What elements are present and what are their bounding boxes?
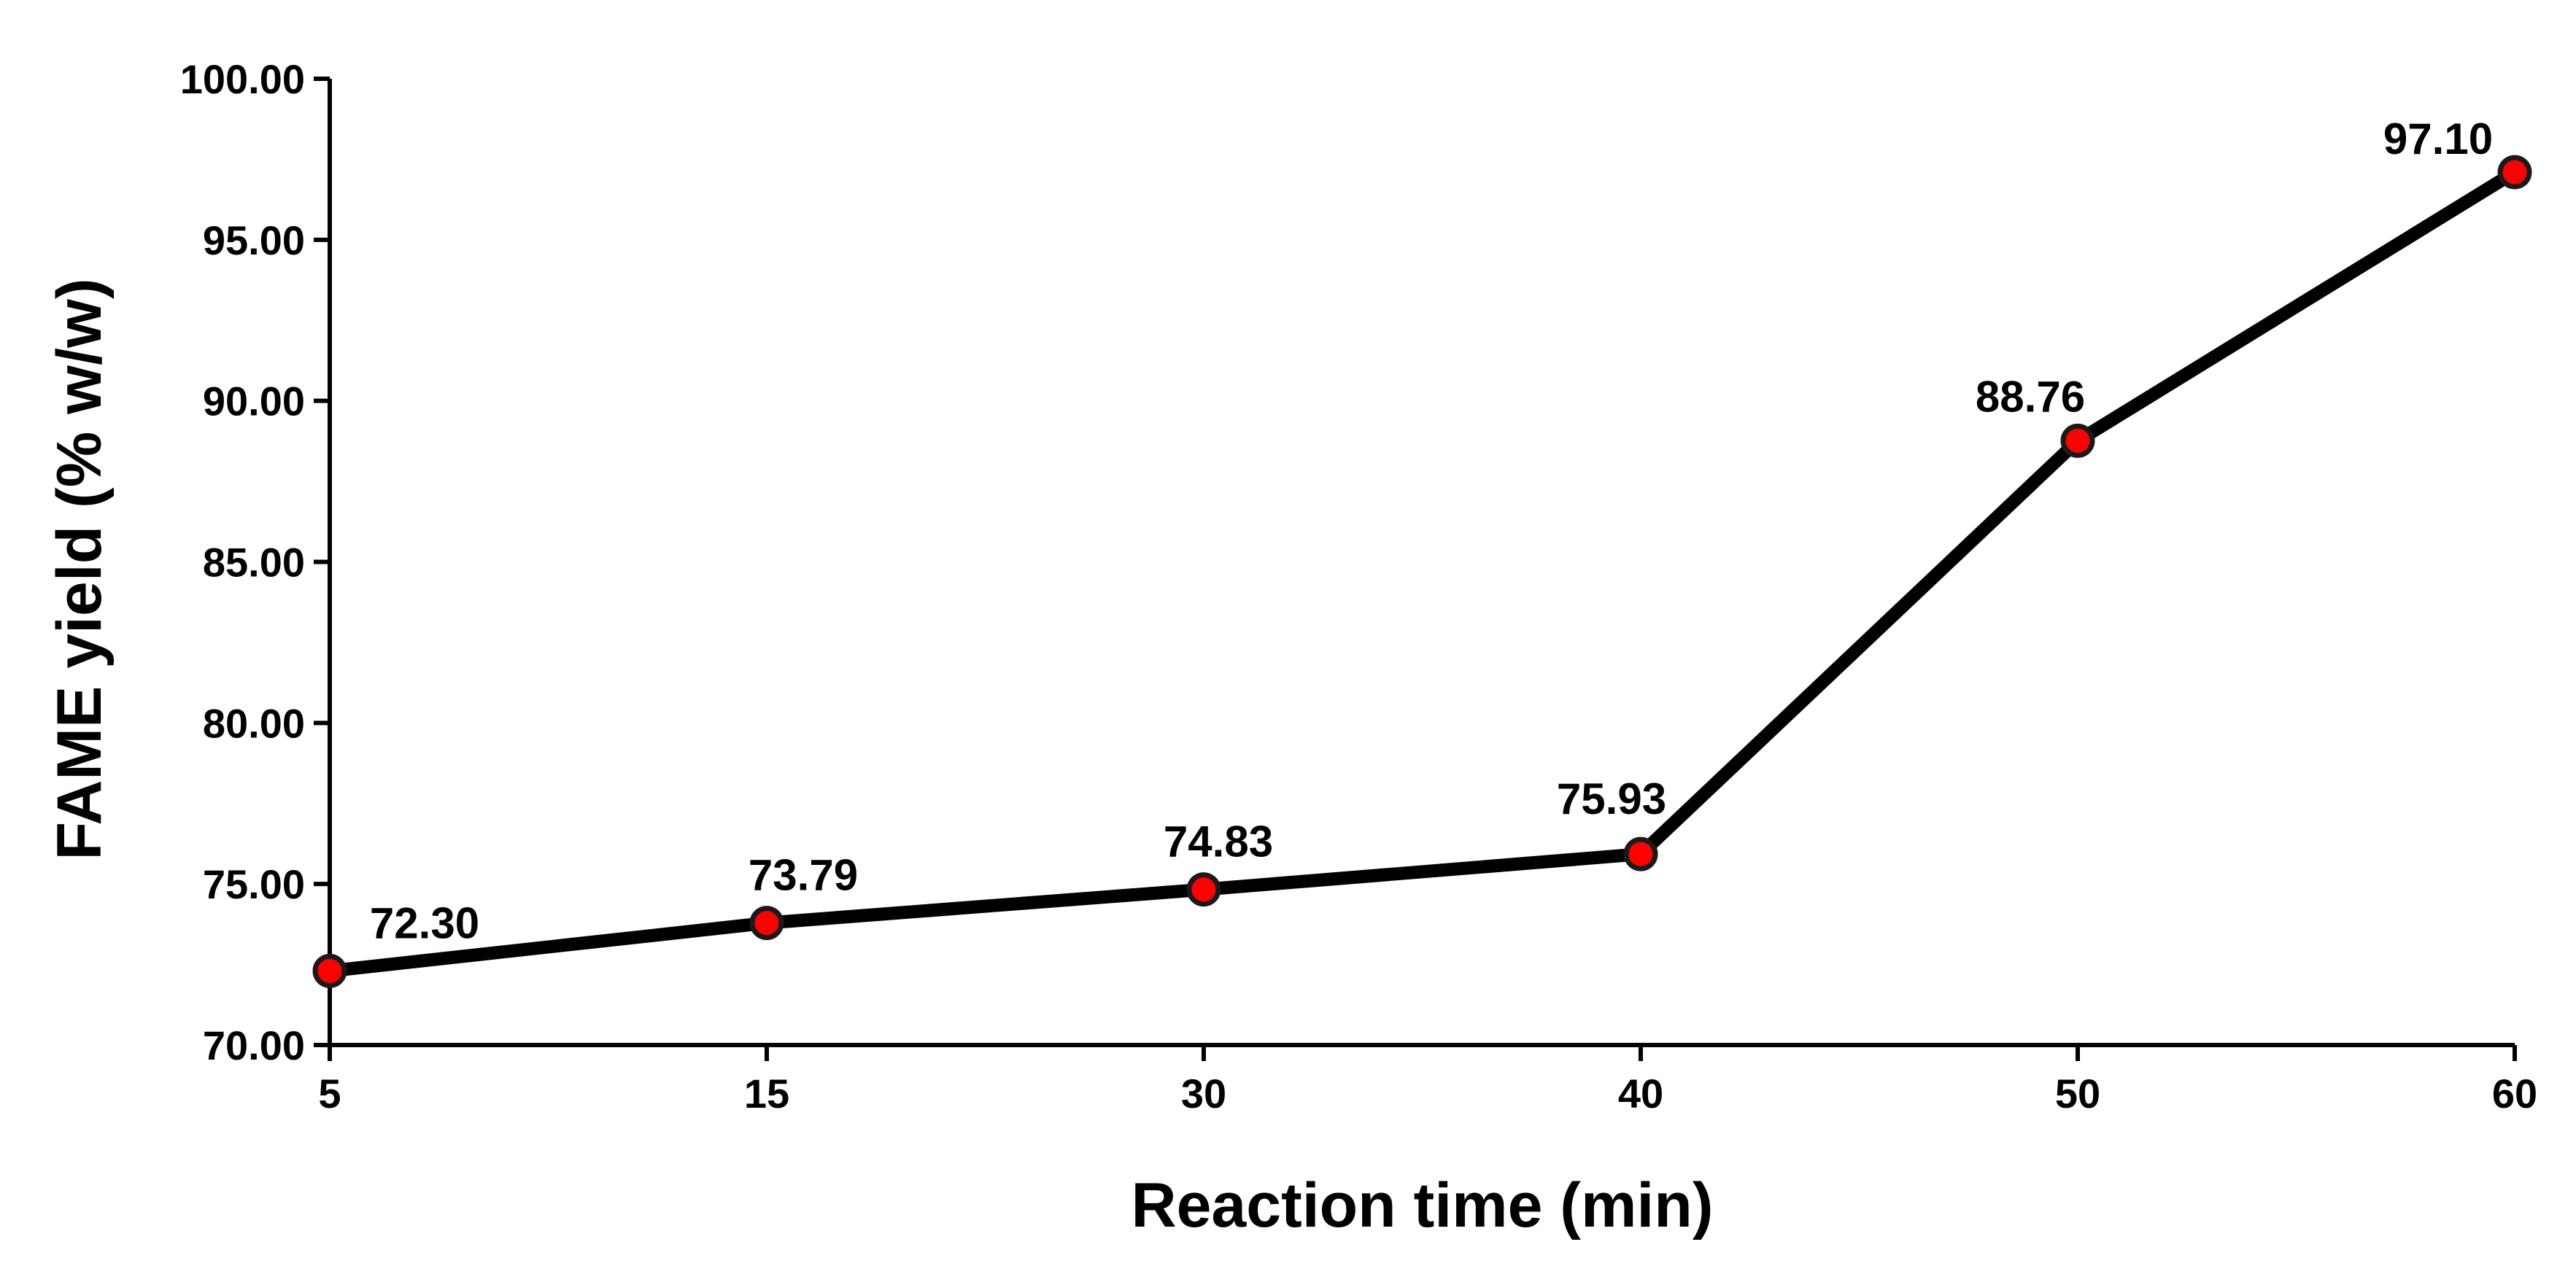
data-point xyxy=(1623,836,1658,871)
data-point xyxy=(2060,423,2095,458)
data-labels: 72.30 73.79 74.83 75.93 88.76 97.10 xyxy=(370,114,2493,947)
y-tick-label: 80.00 xyxy=(203,700,305,746)
x-tick-label: 60 xyxy=(2492,1071,2537,1117)
data-point xyxy=(749,906,784,941)
data-label: 74.83 xyxy=(1164,818,1273,866)
y-tick-label: 70.00 xyxy=(203,1022,305,1068)
y-tick-label: 95.00 xyxy=(203,217,305,263)
x-tick-label: 50 xyxy=(2055,1071,2100,1117)
series-line xyxy=(323,166,2521,978)
y-ticks: 70.00 75.00 80.00 85.00 90.00 95.00 100.00 xyxy=(180,56,330,1068)
x-tick-label: 40 xyxy=(1618,1071,1663,1117)
x-tick-label: 5 xyxy=(318,1071,341,1117)
data-point xyxy=(312,953,347,988)
y-tick-label: 75.00 xyxy=(203,861,305,907)
y-tick-label: 100.00 xyxy=(180,56,305,102)
x-axis-title: Reaction time (min) xyxy=(1132,1170,1714,1240)
x-ticks: 5 15 30 40 50 60 xyxy=(318,1045,2537,1117)
axes-layer xyxy=(328,79,2515,1047)
series-layer xyxy=(312,155,2532,988)
data-point xyxy=(1186,872,1221,907)
y-tick-label: 85.00 xyxy=(203,540,305,586)
data-label: 97.10 xyxy=(2383,114,2493,163)
data-label: 75.93 xyxy=(1557,774,1666,823)
data-label: 73.79 xyxy=(749,851,858,900)
data-point xyxy=(2497,155,2532,190)
x-tick-label: 30 xyxy=(1181,1071,1226,1117)
y-axis-title: FAME yield (% w/w) xyxy=(45,279,115,861)
data-label: 88.76 xyxy=(1976,372,2085,421)
y-tick-label: 90.00 xyxy=(203,378,305,424)
data-label: 72.30 xyxy=(370,898,479,947)
x-tick-label: 15 xyxy=(744,1071,789,1117)
